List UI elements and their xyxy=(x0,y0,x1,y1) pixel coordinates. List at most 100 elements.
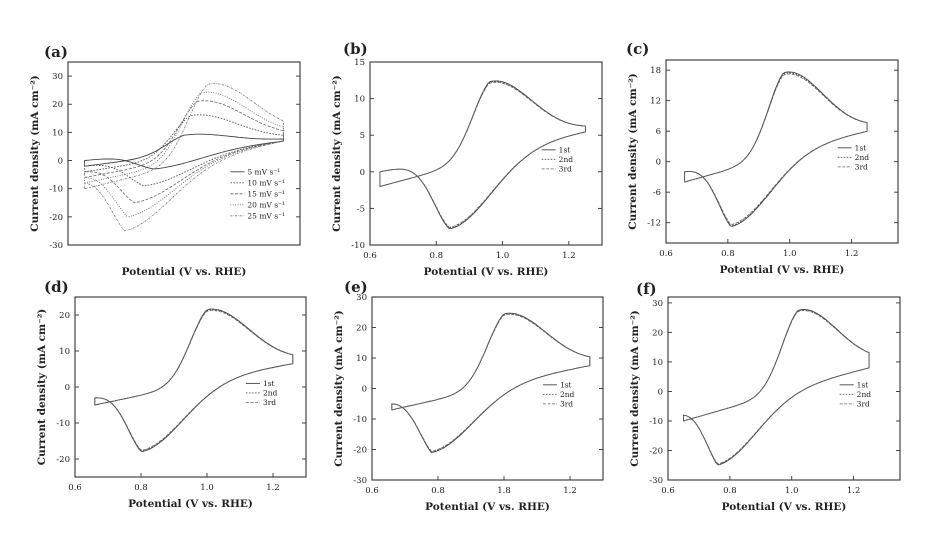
x-axis-title: Potential (V vs. RHE) xyxy=(424,266,549,278)
cv-curve-20-mv-s- xyxy=(84,91,284,217)
x-tick-label: 1.0 xyxy=(496,251,510,261)
cv-curve-3rd xyxy=(391,314,591,452)
x-tick-label: 1.8 xyxy=(497,486,511,496)
y-tick-label: -20 xyxy=(49,213,63,223)
plot-frame xyxy=(369,61,603,246)
x-tick-label: 0.8 xyxy=(134,483,148,493)
legend-label: 20 mV s⁻¹ xyxy=(247,200,285,209)
y-tick-label: -30 xyxy=(649,476,663,486)
legend-label: 2nd xyxy=(857,390,872,399)
y-axis-title: Current density (mA cm⁻²) xyxy=(627,73,639,230)
y-tick-label: 10 xyxy=(59,347,70,357)
x-tick-label: 1.0 xyxy=(200,483,214,493)
cv-curve-3rd xyxy=(379,82,586,228)
cv-curve-1st xyxy=(683,309,870,466)
y-axis-title: Current density (mA cm⁻²) xyxy=(333,310,345,467)
cv-curve-3rd xyxy=(683,310,870,465)
plot-frame xyxy=(67,61,301,246)
legend-label: 2nd xyxy=(559,155,574,164)
legend-label: 2nd xyxy=(263,388,278,397)
panel-a: (a) -30 -20 -10 0 10 20 30 Potential (V vs. RHE)… xyxy=(29,43,301,278)
y-tick-label: 10 xyxy=(652,358,663,368)
y-tick-label: 20 xyxy=(52,100,63,110)
y-tick-label: 20 xyxy=(356,324,367,334)
legend-label: 3rd xyxy=(559,164,572,173)
legend-label: 1st xyxy=(560,380,572,389)
y-tick-label: 30 xyxy=(652,299,663,309)
plot-frame xyxy=(667,296,901,481)
y-tick-label: -10 xyxy=(353,415,367,425)
x-tick-label: 0.8 xyxy=(723,486,737,496)
cv-curve-10-mv-s- xyxy=(84,114,284,187)
x-tick-label: 1.0 xyxy=(785,486,799,496)
x-tick-label: 1.2 xyxy=(847,486,861,496)
cv-curve-15-mv-s- xyxy=(84,100,284,204)
y-tick-label: 0 xyxy=(362,385,367,395)
y-axis-title: Current density (mA cm⁻²) xyxy=(29,75,41,232)
x-tick-label: 0.6 xyxy=(659,249,673,259)
y-tick-label: -30 xyxy=(49,241,63,251)
cv-curve-3rd xyxy=(684,73,868,225)
y-tick-label: 30 xyxy=(356,293,367,303)
y-tick-label: -20 xyxy=(56,455,70,465)
cv-curve-25-mv-s- xyxy=(84,83,284,232)
y-tick-label: -10 xyxy=(56,419,70,429)
y-tick-label: -10 xyxy=(649,417,663,427)
cv-curve-2nd xyxy=(379,81,586,229)
x-tick-label: 0.6 xyxy=(661,486,675,496)
y-tick-label: 15 xyxy=(354,58,365,68)
cv-curve-2nd xyxy=(683,309,870,465)
y-tick-label: -20 xyxy=(649,446,663,456)
legend-label: 15 mV s⁻¹ xyxy=(247,189,285,198)
y-tick-label: 20 xyxy=(59,311,70,321)
panel-label: (f) xyxy=(636,280,657,298)
legend-label: 2nd xyxy=(855,153,870,162)
y-tick-label: 6 xyxy=(656,127,661,137)
x-tick-label: 1.0 xyxy=(783,249,797,259)
y-tick-label: 20 xyxy=(652,328,663,338)
y-axis-title: Current density (mA cm⁻²) xyxy=(629,310,641,467)
y-tick-label: 0 xyxy=(658,387,663,397)
legend-label: 3rd xyxy=(855,162,868,171)
x-tick-label: 0.8 xyxy=(430,251,444,261)
y-tick-label: 18 xyxy=(650,66,661,76)
panel-label: (a) xyxy=(44,43,68,61)
y-tick-label: -10 xyxy=(49,185,63,195)
panel-label: (b) xyxy=(343,40,368,58)
panel-e: (e) -30 -20 -10 0 10 20 30 0.6 0.8 1.8 1.2 Potential… xyxy=(333,278,604,513)
y-tick-label: 0 xyxy=(656,158,661,168)
panel-d: (d) -20 -10 0 10 20 0.6 0.8 1.0 1.2 Potential (V v… xyxy=(36,278,307,510)
legend-label: 2nd xyxy=(560,390,575,399)
panel-label: (d) xyxy=(44,278,69,296)
legend-label: 1st xyxy=(857,380,869,389)
y-tick-label: 10 xyxy=(52,128,63,138)
cv-curve-1st xyxy=(684,71,868,227)
legend-label: 1st xyxy=(855,143,867,152)
x-axis-title: Potential (V vs. RHE) xyxy=(122,266,247,278)
legend-label: 10 mV s⁻¹ xyxy=(247,178,285,187)
x-tick-label: 0.6 xyxy=(363,251,377,261)
x-axis-title: Potential (V vs. RHE) xyxy=(720,264,845,276)
y-tick-label: -10 xyxy=(351,241,365,251)
x-tick-label: 0.8 xyxy=(431,486,445,496)
x-tick-label: 1.2 xyxy=(562,251,576,261)
y-tick-label: 10 xyxy=(354,95,365,105)
cv-curve-3rd xyxy=(94,310,294,451)
legend-label: 5 mV s⁻¹ xyxy=(247,167,280,176)
legend-label: 25 mV s⁻¹ xyxy=(247,211,285,220)
y-tick-label: -5 xyxy=(357,204,365,214)
legend-label: 3rd xyxy=(857,399,870,408)
x-tick-label: 0.6 xyxy=(68,483,82,493)
x-tick-label: 1.2 xyxy=(266,483,280,493)
cv-curve-5-mv-s- xyxy=(84,133,284,170)
x-tick-label: 1.2 xyxy=(563,486,577,496)
y-tick-label: -12 xyxy=(647,219,661,229)
y-tick-label: 5 xyxy=(360,131,365,141)
y-tick-label: -20 xyxy=(353,446,367,456)
plot-frame xyxy=(665,59,899,244)
panel-f: (f) -30 -20 -10 0 10 20 30 0.6 0.8 1.0 1.2Potential… xyxy=(629,280,901,513)
y-axis-title: Current density (mA cm⁻²) xyxy=(36,309,48,466)
y-tick-label: -6 xyxy=(653,188,661,198)
cv-curve-1st xyxy=(379,80,586,230)
